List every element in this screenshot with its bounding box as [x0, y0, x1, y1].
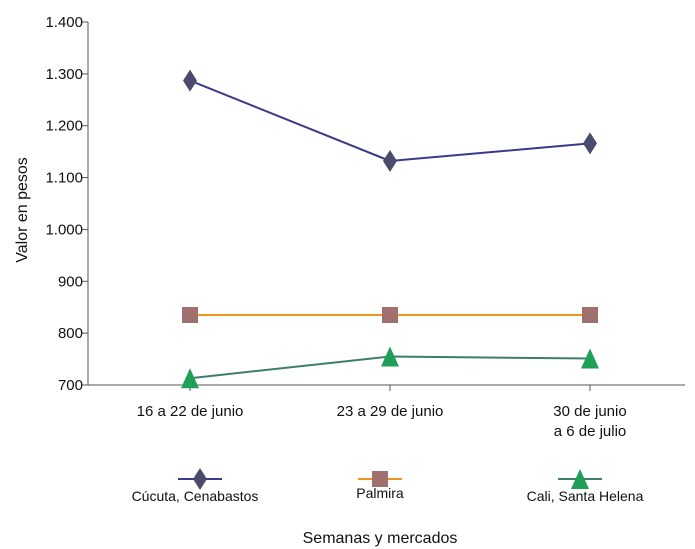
legend-item-0: Cúcuta, Cenabastos: [132, 468, 259, 504]
y-tick-label: 1.000: [45, 221, 83, 238]
legend-marker: [571, 469, 589, 489]
data-point: [183, 69, 197, 92]
x-tick-label: a 6 de julio: [554, 423, 627, 440]
y-tick-label: 1.200: [45, 118, 83, 135]
y-axis-title: Valor en pesos: [14, 157, 31, 263]
legend-label: Cúcuta, Cenabastos: [132, 488, 259, 504]
x-tick-label: 30 de junio: [553, 403, 626, 420]
y-tick-label: 800: [58, 325, 83, 342]
data-point: [581, 348, 599, 369]
legend-item-1: Palmira: [356, 471, 404, 501]
x-axis-title: Semanas y mercados: [303, 530, 458, 547]
legend-marker: [372, 471, 388, 487]
data-point: [583, 132, 597, 155]
y-tick-label: 1.400: [45, 14, 83, 31]
legend-marker: [193, 468, 207, 490]
legend-item-2: Cali, Santa Helena: [527, 469, 644, 504]
legend: Cúcuta, Cenabastos Palmira Cali, Santa Hel…: [132, 468, 644, 504]
series-1: [182, 306, 598, 323]
data-point: [382, 306, 398, 323]
x-tick-label: 16 a 22 de junio: [137, 403, 244, 420]
y-tick-label: 700: [58, 377, 83, 394]
data-point: [582, 306, 598, 323]
y-tick-label: 900: [58, 273, 83, 290]
data-point: [182, 306, 198, 323]
legend-label: Palmira: [356, 485, 404, 501]
series-line: [189, 79, 591, 162]
y-tick-label: 1.100: [45, 170, 83, 187]
series-0: [183, 69, 597, 172]
y-tick-label: 1.300: [45, 66, 83, 83]
series-layer: [181, 69, 599, 389]
x-tick-label: 23 a 29 de junio: [337, 403, 444, 420]
legend-label: Cali, Santa Helena: [527, 488, 644, 504]
series-2: [181, 346, 599, 389]
data-point: [181, 368, 199, 389]
data-point: [383, 149, 397, 172]
data-point: [381, 346, 399, 367]
axes: 700 800 900 1.000 1.100 1.200 1.300 1.400 16 a 2…: [45, 14, 685, 440]
